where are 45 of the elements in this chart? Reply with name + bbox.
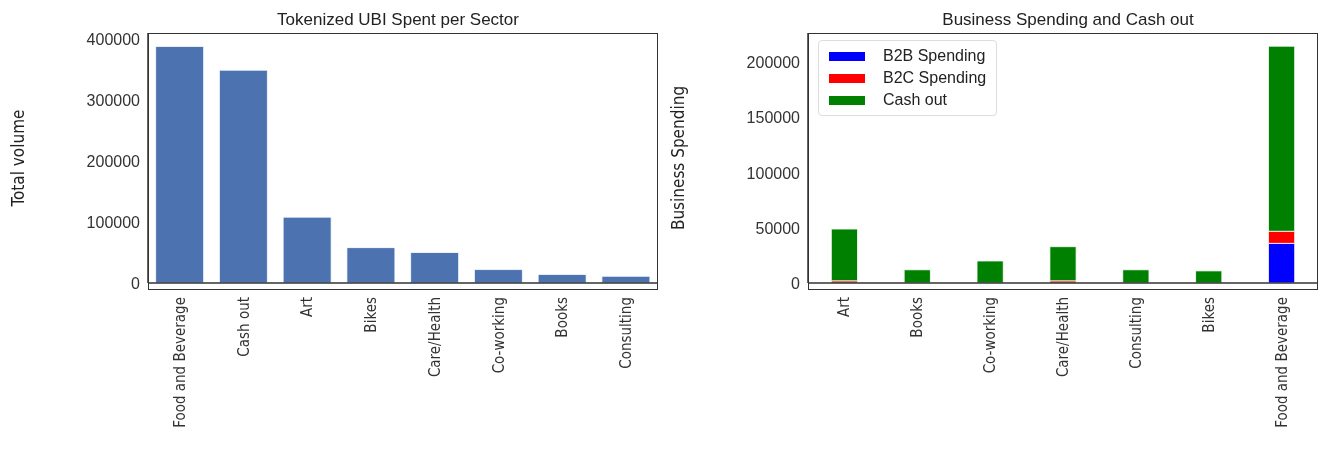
y-tick-label: 300000 (86, 91, 141, 109)
x-tick-label: Co-working (981, 297, 1000, 374)
bar (219, 69, 268, 283)
x-tick-label: Cash out (234, 297, 253, 357)
y-tick-label: 150000 (746, 109, 801, 127)
x-tick-label: Books (553, 297, 572, 338)
bar (346, 247, 396, 283)
x-tick-label: Food and Beverage (170, 297, 189, 428)
y-axis-title: Total volume (8, 109, 29, 208)
x-tick-label: Consulting (617, 297, 636, 369)
y-tick-label: 200000 (746, 54, 801, 72)
x-tick-label: Bikes (362, 297, 381, 333)
y-tick-label: 50000 (755, 219, 801, 237)
y-tick-label: 200000 (86, 152, 141, 170)
chart-title: Business Spending and Cash out (941, 10, 1195, 30)
bar (410, 252, 460, 283)
bar (1049, 246, 1077, 282)
bar (1122, 269, 1150, 283)
x-tick-label: Art (835, 297, 854, 318)
bar (474, 269, 523, 283)
bar (903, 269, 931, 283)
bar (537, 274, 587, 283)
y-axis-title: Business Spending (668, 85, 689, 231)
x-tick-label: Care/Health (425, 297, 444, 378)
x-tick-label: Art (298, 297, 317, 318)
x-tick-label: Consulting (1126, 297, 1145, 369)
bar (282, 216, 332, 283)
legend-label: B2B Spending (883, 46, 986, 66)
y-tick-label: 0 (131, 274, 141, 292)
x-tick-label: Care/Health (1054, 297, 1072, 378)
bar (830, 228, 858, 282)
legend-label: Cash out (883, 90, 948, 110)
x-tick-label: Food and Beverage (1272, 297, 1291, 428)
legend-label: B2C Spending (883, 68, 987, 88)
x-tick-label: Bikes (1199, 297, 1218, 333)
bar (155, 46, 205, 283)
bar (1195, 270, 1223, 283)
chart-title: Tokenized UBI Spent per Sector (276, 10, 520, 30)
bar (976, 260, 1004, 283)
x-tick-label: Books (908, 297, 927, 338)
x-tick-label: Co-working (489, 297, 508, 374)
y-tick-label: 100000 (86, 213, 141, 231)
y-tick-label: 100000 (746, 164, 801, 182)
y-tick-label: 400000 (86, 30, 141, 48)
y-tick-label: 0 (791, 274, 801, 292)
